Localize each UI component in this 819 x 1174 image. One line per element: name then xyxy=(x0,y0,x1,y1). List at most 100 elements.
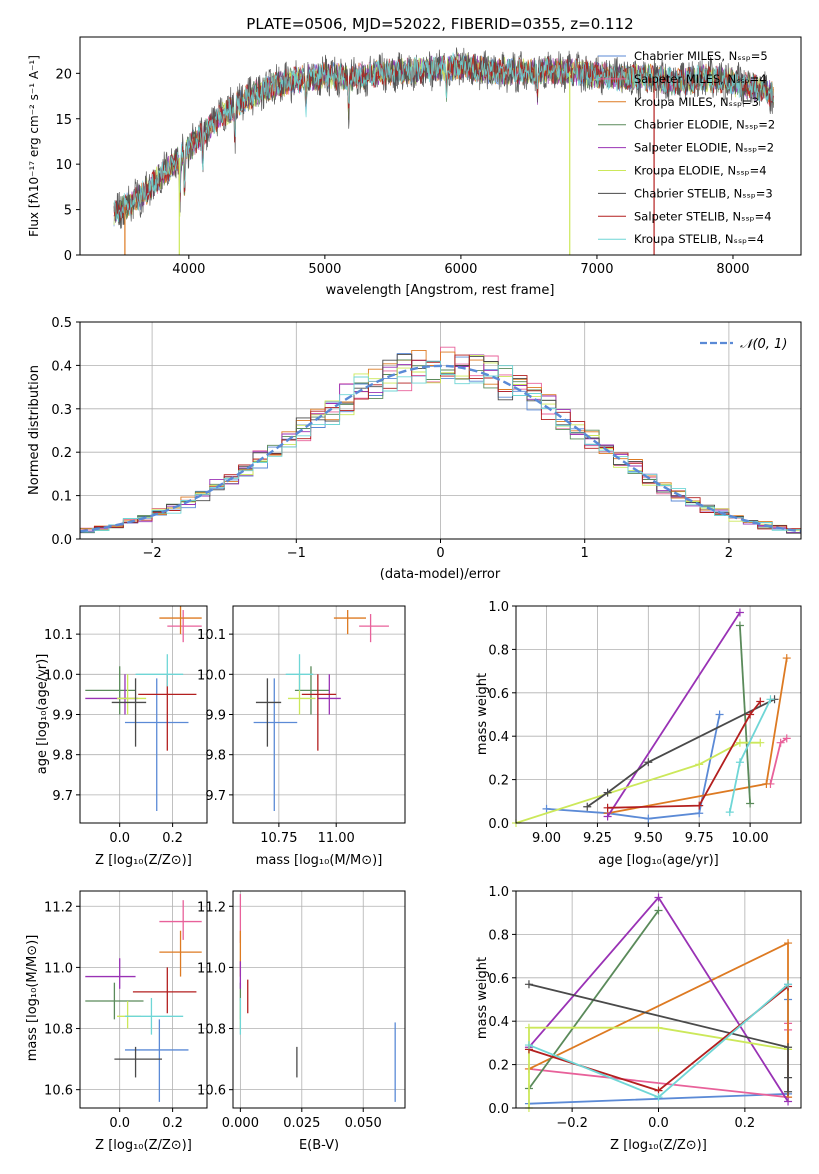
series-marker xyxy=(762,779,771,788)
series-marker xyxy=(603,812,612,821)
y-tick-label: 10.6 xyxy=(197,1084,226,1099)
legend-label: Salpeter ELODIE, Nₛₛₚ=2 xyxy=(634,141,774,155)
series-marker xyxy=(603,803,612,812)
legend-label: Kroupa ELODIE, Nₛₛₚ=4 xyxy=(634,164,767,178)
series-marker xyxy=(715,710,724,719)
y-tick-label: 1.0 xyxy=(488,885,509,900)
spectrum-panel: 4000 5000 6000 7000 8000 0 5 10 15 20 Chabrier MI… xyxy=(55,36,802,277)
series-marker xyxy=(735,738,744,747)
x-tick-label: 0.050 xyxy=(345,1116,382,1131)
y-axis-label: age [log₁₀(age/yr)] xyxy=(35,654,50,775)
x-tick-label: 10.00 xyxy=(731,831,768,846)
spectrum-line-salpeter_stelib xyxy=(113,54,774,221)
y-tick-label: 0.6 xyxy=(488,687,509,702)
residuals-legend: 𝒩(0, 1) xyxy=(700,337,787,352)
series-line-chabrier_stelib xyxy=(528,983,789,1092)
y-tick-label: 10 xyxy=(55,158,72,173)
mass-vs-metallicity-panel: 0.0 0.2 10.6 10.8 11.0 11.2 Z [log₁₀(Z/Z⊙)] mas… xyxy=(25,890,208,1153)
mass-vs-extinction-panel: 0.000 0.025 0.050 10.6 10.8 11.0 11.2 E(B-V) xyxy=(197,890,406,1153)
y-axis-label: mass weight xyxy=(475,957,490,1039)
series-marker xyxy=(524,1023,533,1032)
y-tick-label: 1.0 xyxy=(488,600,509,615)
legend-label: Salpeter STELIB, Nₛₛₚ=4 xyxy=(634,209,772,223)
series-marker xyxy=(695,809,704,818)
x-tick-label: 0.2 xyxy=(162,1116,183,1131)
series-marker xyxy=(735,608,744,617)
y-tick-label: 10.8 xyxy=(44,1023,73,1038)
y-tick-label: 0.5 xyxy=(51,316,72,331)
y-tick-label: 9.9 xyxy=(52,709,73,724)
x-tick-label: 0.2 xyxy=(735,1116,756,1131)
series-marker xyxy=(695,760,704,769)
x-tick-label: 8000 xyxy=(716,262,749,277)
y-tick-label: 11.2 xyxy=(44,900,73,915)
legend-label: Chabrier STELIB, Nₛₛₚ=3 xyxy=(634,186,773,200)
series-marker xyxy=(784,939,793,948)
residuals-legend-label: 𝒩(0, 1) xyxy=(740,337,787,352)
series-marker xyxy=(654,1023,663,1032)
series-marker xyxy=(695,801,704,810)
x-tick-label: 10.75 xyxy=(260,831,297,846)
series-marker xyxy=(583,802,592,811)
x-tick-label: 0.000 xyxy=(222,1116,259,1131)
series-marker xyxy=(746,799,755,808)
x-axis-label: Z [log₁₀(Z/Z⊙)] xyxy=(95,853,192,868)
series-marker xyxy=(784,980,793,989)
y-tick-label: 10.1 xyxy=(44,628,73,643)
legend-label: Chabrier MILES, Nₛₛₚ=5 xyxy=(634,49,768,63)
residuals-panel: −2 −1 0 1 2 0.0 0.1 0.2 0.3 0.4 0.5 𝒩(0, 1) xyxy=(51,316,802,561)
residuals-xlabel: (data-model)/error xyxy=(380,567,501,582)
series-marker xyxy=(524,980,533,989)
y-tick-label: 9.7 xyxy=(52,789,73,804)
y-tick-label: 0.2 xyxy=(51,446,72,461)
x-tick-label: −0.2 xyxy=(556,1116,588,1131)
series-marker xyxy=(654,1093,663,1102)
axes-frame xyxy=(232,605,406,824)
histogram-kroupa_elodie xyxy=(80,354,801,532)
age-vs-metallicity-panel: 0.0 0.2 9.7 9.8 9.9 10.0 10.1 Z [log₁₀(Z/Z⊙)] ag… xyxy=(35,605,208,868)
y-tick-label: 0.8 xyxy=(488,643,509,658)
spectrum-line-kroupa_stelib xyxy=(113,52,774,223)
x-axis-label: mass [log₁₀(M/M⊙)] xyxy=(256,853,383,868)
y-tick-label: 15 xyxy=(55,113,72,128)
legend-label: Chabrier ELODIE, Nₛₛₚ=2 xyxy=(634,118,775,132)
series-marker xyxy=(644,758,653,767)
normal-curve xyxy=(79,364,802,533)
series-marker xyxy=(776,738,785,747)
x-axis-label: Z [log₁₀(Z/Z⊙)] xyxy=(95,1138,192,1153)
series-line-kroupa_elodie xyxy=(515,741,761,824)
spectrum-xlabel: wavelength [Angstrom, rest frame] xyxy=(326,283,555,298)
y-tick-label: 9.8 xyxy=(205,749,226,764)
legend-label: Kroupa STELIB, Nₛₛₚ=4 xyxy=(634,232,764,246)
series-line-salpeter_elodie xyxy=(606,612,741,817)
series-marker xyxy=(782,734,791,743)
series-marker xyxy=(603,788,612,797)
series-marker xyxy=(644,814,653,823)
y-tick-label: 0.0 xyxy=(51,533,72,548)
y-tick-label: 5 xyxy=(64,204,72,219)
axes-frame xyxy=(232,890,406,1109)
y-tick-label: 10.8 xyxy=(197,1023,226,1038)
y-tick-label: 0.4 xyxy=(488,1015,509,1030)
x-tick-label: 0.0 xyxy=(109,831,130,846)
y-tick-label: 0.2 xyxy=(488,1059,509,1074)
axes-frame xyxy=(79,605,208,824)
x-tick-label: 2 xyxy=(725,546,733,561)
y-tick-label: 20 xyxy=(55,67,72,82)
spectrum-legend: Chabrier MILES, Nₛₛₚ=5 Salpeter MILES, Nₛ… xyxy=(598,49,775,246)
y-tick-label: 10.0 xyxy=(44,668,73,683)
x-tick-label: 4000 xyxy=(172,262,205,277)
x-tick-label: 0.0 xyxy=(109,1116,130,1131)
x-tick-label: 9.50 xyxy=(634,831,663,846)
y-axis-label: mass weight xyxy=(475,673,490,755)
series-line-kroupa_miles xyxy=(607,657,788,815)
spectrum-title: PLATE=0506, MJD=52022, FIBERID=0355, z=0… xyxy=(246,15,633,33)
residuals-ylabel: Normed distribution xyxy=(27,365,42,495)
y-axis-label: mass [log₁₀(M/M⊙)] xyxy=(25,935,40,1062)
series-marker xyxy=(784,1043,793,1052)
x-axis-label: E(B-V) xyxy=(299,1138,339,1153)
series-line-salpeter_stelib xyxy=(607,700,762,809)
series-marker xyxy=(784,1087,793,1096)
y-tick-label: 11.2 xyxy=(197,900,226,915)
